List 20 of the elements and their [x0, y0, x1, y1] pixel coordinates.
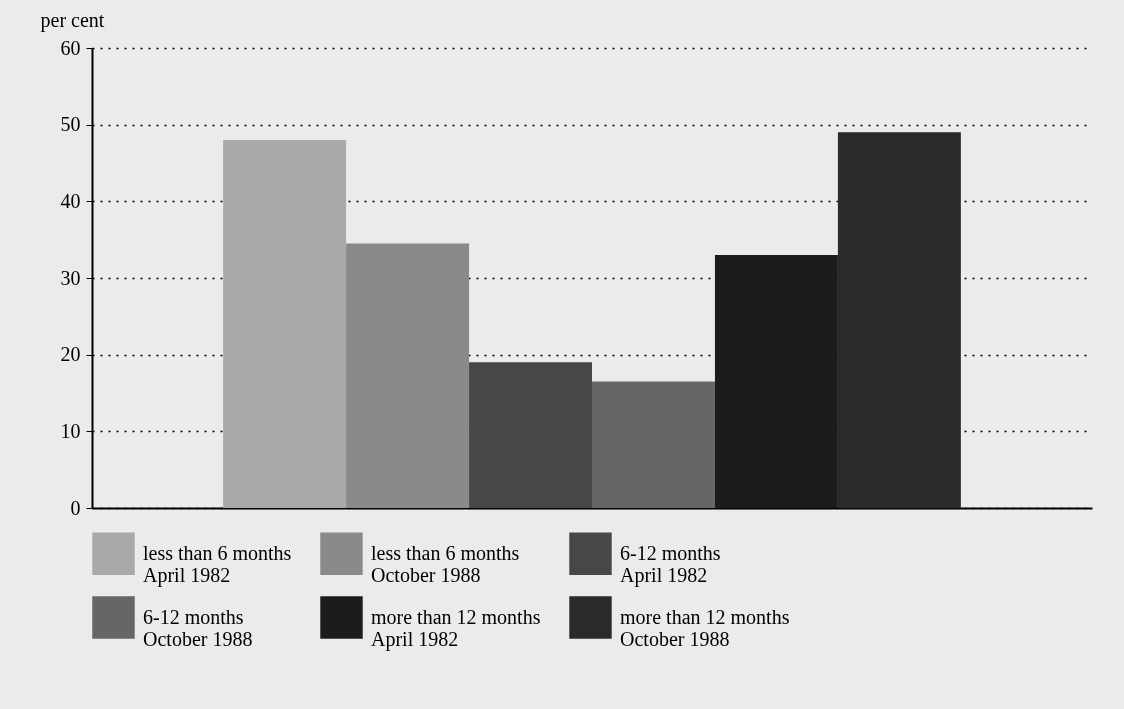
y-tick-label: 10 — [60, 419, 81, 442]
legend-label: less than 6 months October 1988 — [371, 541, 520, 586]
bar — [223, 140, 347, 508]
legend-label: less than 6 months April 1982 — [143, 541, 292, 587]
y-tick-label: 30 — [60, 266, 81, 289]
bar — [592, 381, 715, 508]
y-tick-label: 50 — [60, 113, 81, 136]
y-axis-title: per cent — [40, 8, 105, 32]
bar — [714, 255, 838, 508]
legend-label: 6-12 months October 1988 — [143, 605, 253, 650]
legend-label: more than 12 months April 1982 — [371, 605, 541, 651]
y-tick-label: 0 — [70, 496, 81, 519]
y-tick-label: 40 — [60, 189, 81, 212]
y-tick-label: 60 — [60, 36, 81, 59]
bar — [469, 362, 592, 508]
legend-label: more than 12 months October 1988 — [620, 605, 790, 650]
bar — [346, 243, 470, 508]
bar — [837, 132, 961, 508]
y-tick-label: 20 — [60, 343, 81, 366]
legend-label: 6-12 months April 1982 — [620, 541, 721, 587]
